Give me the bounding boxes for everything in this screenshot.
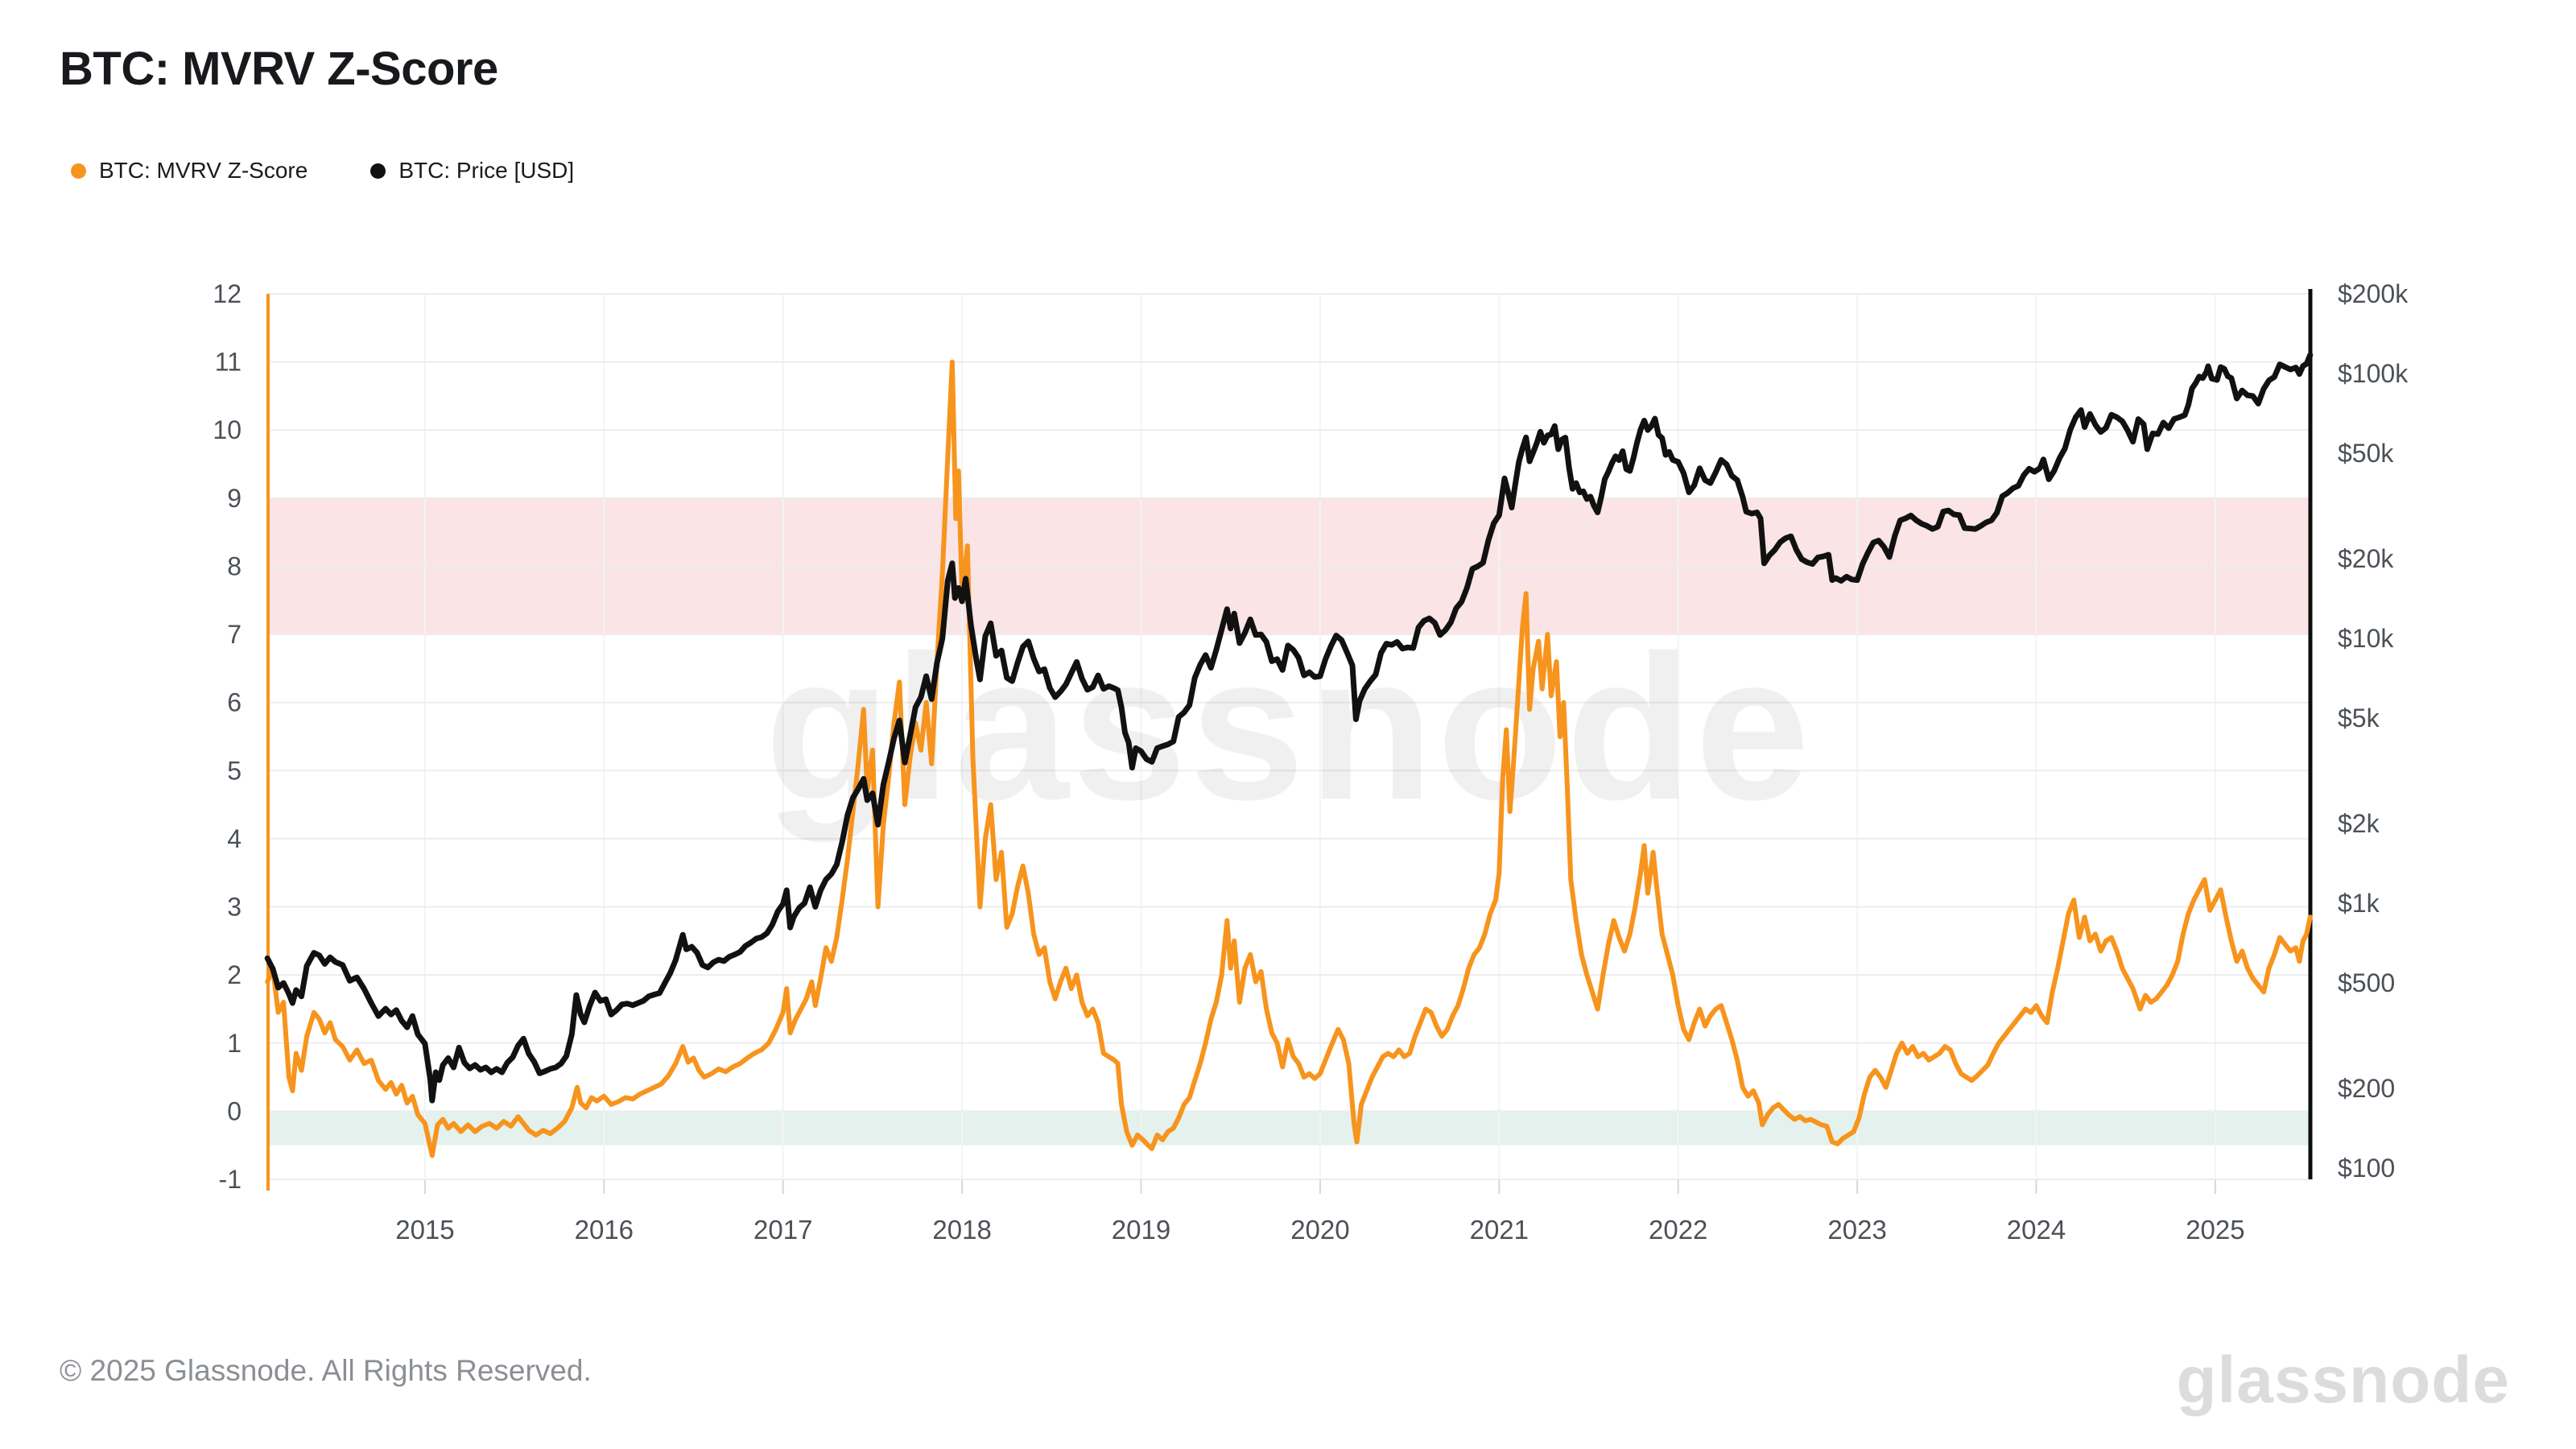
legend-item-btc-price[interactable]: BTC: Price [USD] [370, 158, 574, 184]
left-axis-tick-label: 12 [213, 279, 242, 308]
left-axis-tick-label: 9 [227, 484, 242, 513]
right-axis-tick-label: $10k [2338, 624, 2394, 653]
left-axis-tick-label: 10 [213, 415, 242, 444]
right-axis-tick-label: $2k [2338, 809, 2380, 838]
mvrv-zscore-line[interactable] [265, 359, 2313, 1158]
x-axis-tick-label: 2021 [1470, 1215, 1529, 1245]
left-axis-tick-label: 0 [227, 1096, 242, 1125]
left-axis-tick-label: 5 [227, 756, 242, 785]
left-axis-tick-label: 3 [227, 893, 242, 922]
left-axis-tick-label: 4 [227, 824, 242, 853]
left-axis-tick-label: 1 [227, 1029, 242, 1058]
x-axis-tick-label: 2019 [1112, 1215, 1170, 1245]
left-axis-tick-label: 8 [227, 551, 242, 580]
left-axis-tick-label: 7 [227, 620, 242, 649]
right-axis-tick-label: $500 [2338, 968, 2395, 997]
right-axis-tick-label: $20k [2338, 544, 2394, 573]
legend-item-mvrv-zscore[interactable]: BTC: MVRV Z-Score [71, 158, 308, 184]
right-axis-tick-label: $50k [2338, 439, 2394, 468]
left-axis-tick-label: 6 [227, 688, 242, 717]
legend-dot-orange-icon [71, 163, 86, 179]
left-axis-tick-label: 2 [227, 960, 242, 989]
left-axis-tick-label: 11 [215, 348, 242, 377]
glassnode-logo: glassnode [2176, 1344, 2510, 1417]
right-axis-tick-label: $100 [2338, 1154, 2395, 1183]
right-axis-tick-label: $200 [2338, 1074, 2395, 1103]
legend: BTC: MVRV Z-Score BTC: Price [USD] [71, 158, 574, 184]
legend-label-mvrv-zscore: BTC: MVRV Z-Score [99, 158, 308, 183]
right-axis-tick-label: $1k [2338, 889, 2380, 918]
right-axis-tick-label: $5k [2338, 704, 2380, 733]
x-axis-tick-label: 2018 [932, 1215, 991, 1245]
x-axis-tick-label: 2023 [1827, 1215, 1886, 1245]
page-title: BTC: MVRV Z-Score [60, 43, 498, 95]
right-axis-tick-label: $100k [2338, 359, 2409, 388]
copyright-text: © 2025 Glassnode. All Rights Reserved. [60, 1354, 592, 1387]
legend-label-btc-price: BTC: Price [USD] [398, 158, 575, 183]
x-axis-tick-label: 2024 [2007, 1215, 2066, 1245]
btc-price-line[interactable] [264, 352, 2314, 1104]
right-axis-tick-label: $200k [2338, 279, 2409, 308]
x-axis-tick-label: 2025 [2186, 1215, 2244, 1245]
x-axis-tick-label: 2017 [753, 1215, 812, 1245]
x-axis-tick-label: 2016 [575, 1215, 634, 1245]
left-axis-tick-label: -1 [219, 1165, 242, 1194]
band-undervaluation [267, 1111, 2310, 1146]
x-axis-tick-label: 2020 [1290, 1215, 1349, 1245]
x-axis-tick-label: 2022 [1649, 1215, 1707, 1245]
x-axis-tick-label: 2015 [395, 1215, 454, 1245]
legend-dot-black-icon [370, 163, 386, 179]
